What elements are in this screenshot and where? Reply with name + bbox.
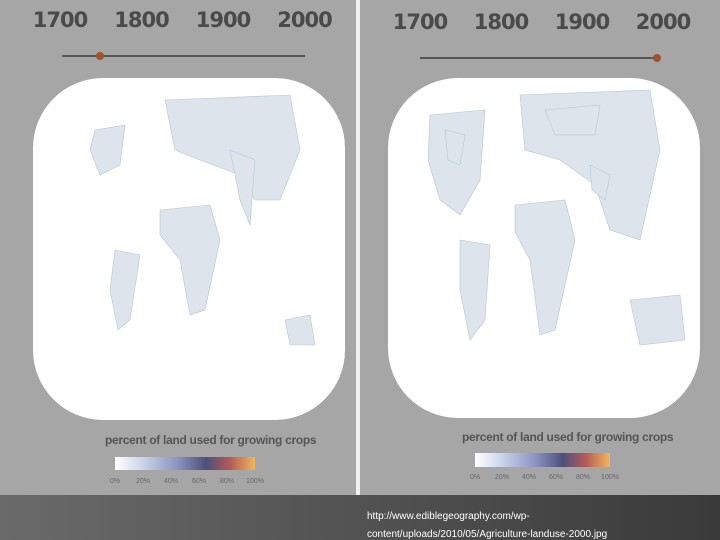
caption: http://www.ediblegeography.com/wp- <box>367 511 530 522</box>
legend-tick-label: 40% <box>164 478 178 485</box>
timeline-label: 2000 <box>277 8 332 32</box>
legend-tick-label: 20% <box>136 478 150 485</box>
legend-title: percent of land used for growing crops <box>105 433 317 447</box>
legend-tick-label: 0% <box>110 478 120 485</box>
legend-tick-label: 80% <box>576 474 590 481</box>
legend-tick-label: 100% <box>246 478 264 485</box>
divider <box>356 0 360 495</box>
legend-tick-label: 80% <box>220 478 234 485</box>
timeline-label: 1700 <box>393 10 448 34</box>
legend-tick-label: 60% <box>192 478 206 485</box>
legend-tick-label: 0% <box>470 474 480 481</box>
footer <box>0 495 720 540</box>
timeline-label: 1700 <box>33 8 88 32</box>
caption: content/uploads/2010/05/Agriculture-land… <box>367 529 607 540</box>
timeline-label: 1900 <box>196 8 251 32</box>
panel: percent of land used for growing crops 1… <box>33 8 345 485</box>
timeline-marker <box>96 52 104 60</box>
timeline-label: 2000 <box>636 10 691 34</box>
legend-tick-label: 40% <box>522 474 536 481</box>
legend-colorbar <box>115 457 255 470</box>
landmasses <box>89 94 316 346</box>
timeline-label: 1800 <box>474 10 529 34</box>
timeline-marker <box>653 54 661 62</box>
landmasses <box>427 89 686 346</box>
legend-title: percent of land used for growing crops <box>462 430 674 444</box>
timeline-label: 1900 <box>555 10 610 34</box>
panel: percent of land used for growing crops 1… <box>388 10 700 481</box>
legend-tick-label: 100% <box>601 474 619 481</box>
timeline-label: 1800 <box>114 8 169 32</box>
legend-colorbar <box>475 453 610 467</box>
legend-tick-label: 20% <box>495 474 509 481</box>
legend-tick-label: 60% <box>549 474 563 481</box>
